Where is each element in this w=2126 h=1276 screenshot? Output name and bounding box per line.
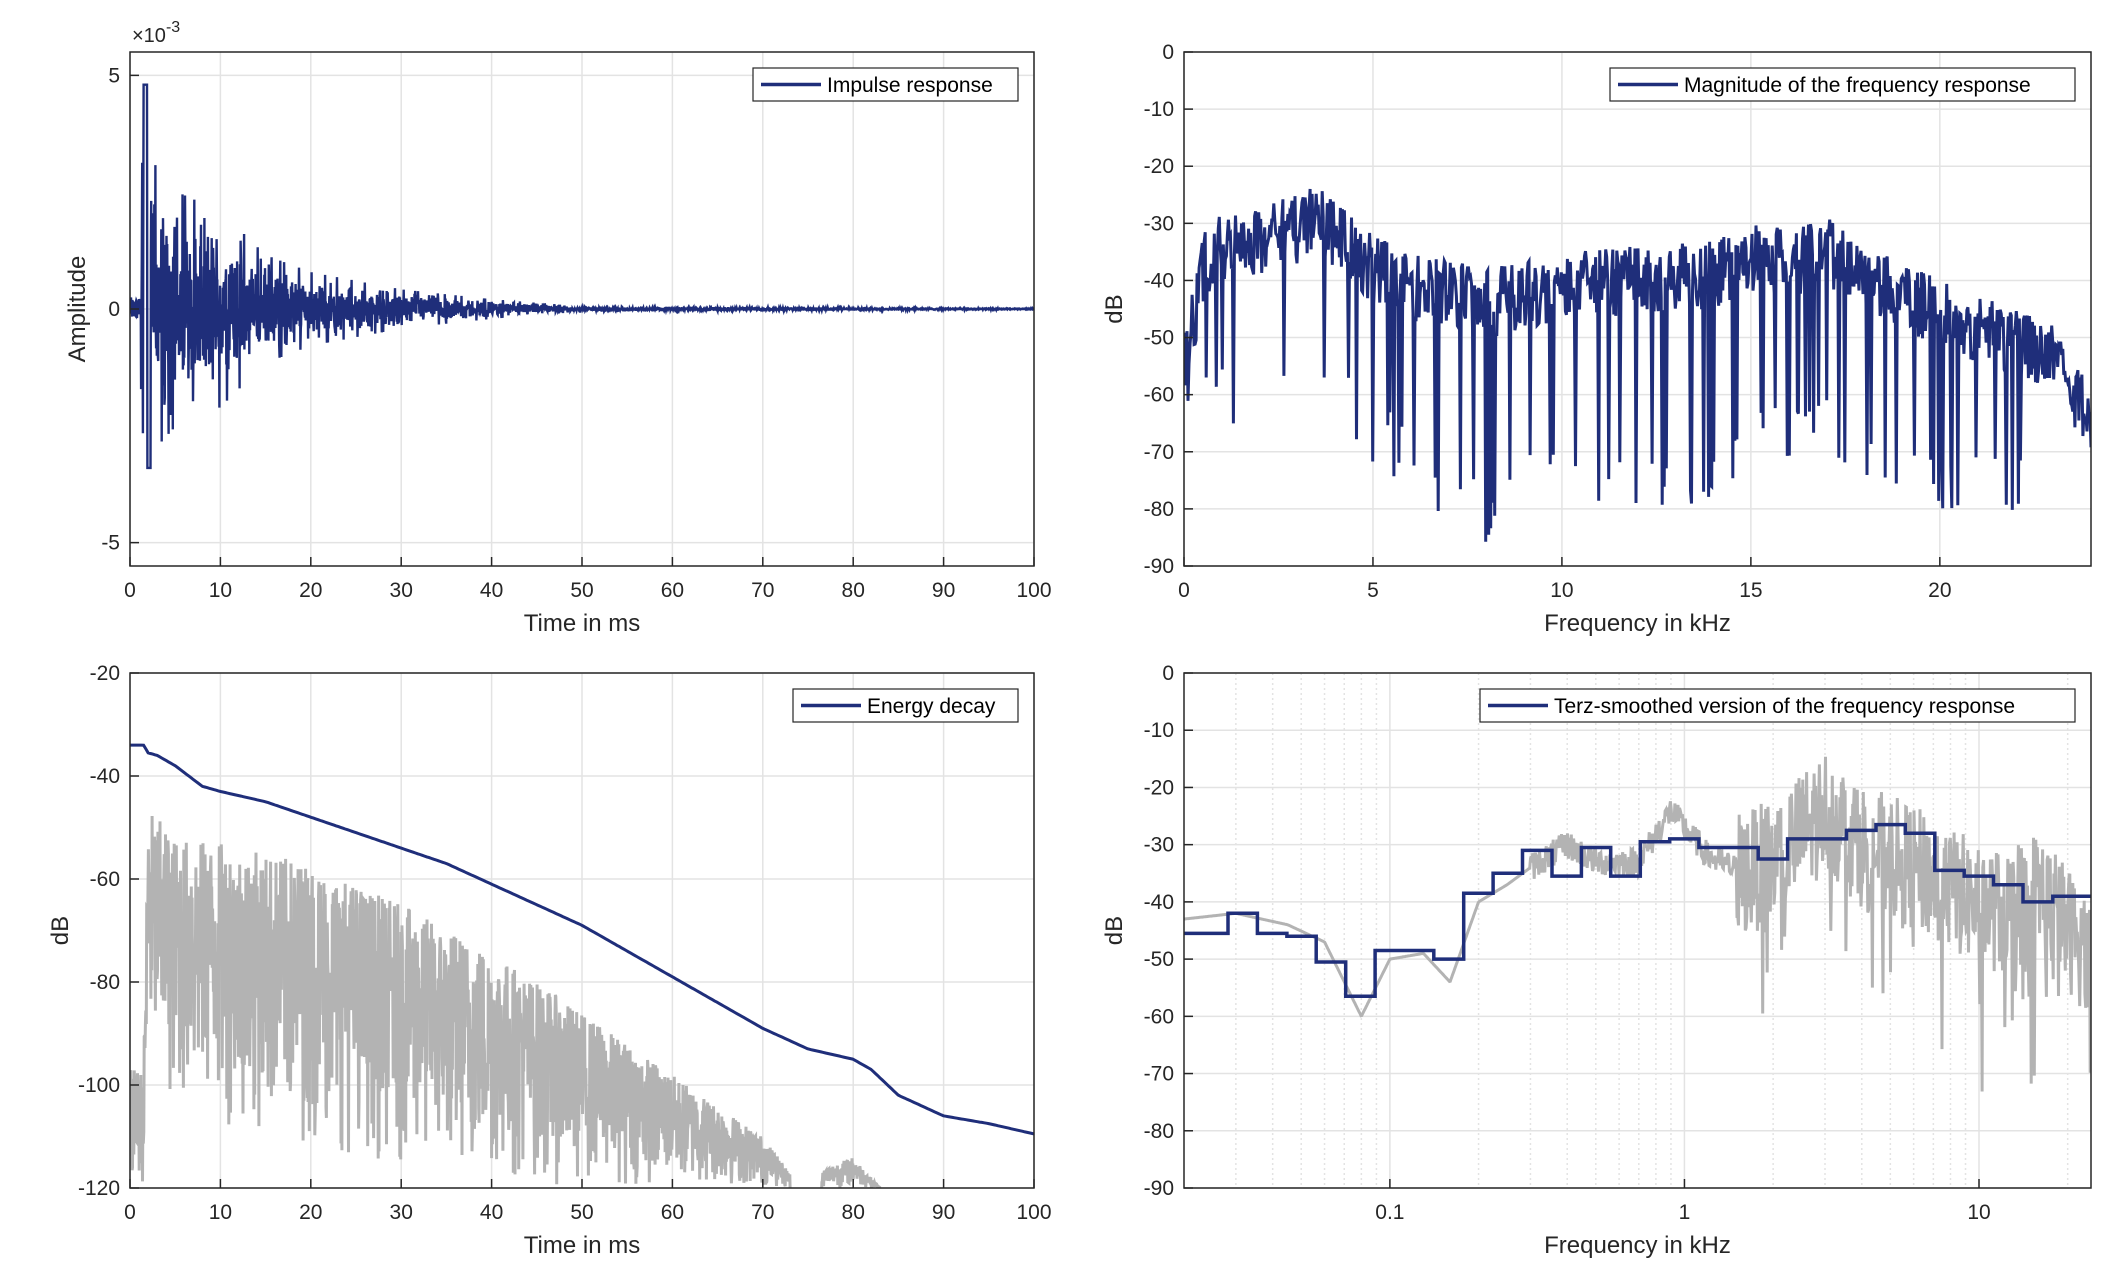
terz-smoothed-panel: 0.1 1 10 0 -10 -20 -30 -40 -50 -60 -70 -80 -90 Freque… xyxy=(1101,662,2092,1259)
x-tick-label: 10 xyxy=(209,1201,232,1224)
y-tick-label: 0 xyxy=(1162,41,1174,64)
axes-box xyxy=(1183,672,2092,1189)
energy-instantaneous-line xyxy=(130,815,882,1188)
x-tick-label: 80 xyxy=(842,579,865,602)
x-tick-label: 60 xyxy=(661,579,684,602)
legend-box xyxy=(1479,688,2076,723)
data-layer xyxy=(1184,188,2091,542)
y-axis-label: dB xyxy=(1101,294,1128,323)
legend-label: Energy decay xyxy=(867,695,996,718)
x-tick-label: 50 xyxy=(570,1201,593,1224)
x-tick-label: 40 xyxy=(480,1201,503,1224)
legend-box xyxy=(1609,67,2076,102)
x-tick-label: 20 xyxy=(299,579,322,602)
y-tick-label: -70 xyxy=(1144,1063,1174,1086)
data-layer xyxy=(1184,756,2091,1092)
x-tick-label: 90 xyxy=(932,1201,955,1224)
y-tick-label: -80 xyxy=(1144,498,1174,521)
x-tick-label: 10 xyxy=(1967,1201,1990,1224)
x-tick-label: 80 xyxy=(842,1201,865,1224)
legend: Impulse response xyxy=(752,67,1019,102)
y-tick-label: 0 xyxy=(1162,662,1174,685)
axes-box xyxy=(1183,51,2092,567)
x-tick-label: 70 xyxy=(751,579,774,602)
energy-decay-panel: 0 10 20 30 40 50 60 70 80 90 100 -20 -40 -60 -80 -100 -1… xyxy=(47,662,1052,1259)
x-tick-label: 5 xyxy=(1367,579,1379,602)
legend: Magnitude of the frequency response xyxy=(1609,67,2076,102)
magnitude-line xyxy=(1184,188,2091,542)
terz-smoothed-line xyxy=(1184,822,2091,999)
x-tick-label: 0.1 xyxy=(1375,1201,1404,1224)
y-tick-label: -20 xyxy=(1144,776,1174,799)
y-exponent-label: ×10-3 xyxy=(132,19,180,47)
y-axis-label: dB xyxy=(1101,916,1128,945)
exponent-base: ×10 xyxy=(132,25,166,47)
x-tick-label: 50 xyxy=(570,579,593,602)
data-layer xyxy=(130,83,1034,470)
legend-label: Impulse response xyxy=(827,74,993,97)
energy-decay-line xyxy=(130,743,1034,1136)
y-tick-label: -60 xyxy=(1144,384,1174,407)
y-tick-label: -90 xyxy=(1144,1177,1174,1200)
y-tick-label: -40 xyxy=(90,765,120,788)
impulse-response-line xyxy=(130,83,1034,470)
x-tick-label: 100 xyxy=(1016,579,1051,602)
y-tick-label: -120 xyxy=(78,1177,120,1200)
x-tick-label: 20 xyxy=(1928,579,1951,602)
x-tick-label: 0 xyxy=(124,1201,136,1224)
x-tick-label: 1 xyxy=(1679,1201,1691,1224)
y-tick-label: -80 xyxy=(1144,1120,1174,1143)
y-axis-label: dB xyxy=(47,916,74,945)
y-tick-label: -100 xyxy=(78,1074,120,1097)
y-tick-label: -30 xyxy=(1144,212,1174,235)
y-tick-label: -60 xyxy=(1144,1005,1174,1028)
x-tick-label: 10 xyxy=(1550,579,1573,602)
x-tick-label: 40 xyxy=(480,579,503,602)
y-tick-label: -5 xyxy=(101,532,120,555)
x-tick-label: 10 xyxy=(209,579,232,602)
x-tick-label: 0 xyxy=(1178,579,1190,602)
impulse-response-panel: 0 10 20 30 40 50 60 70 80 90 100 -5 0 5 Time in ms Ampl… xyxy=(64,19,1052,637)
frequency-response-panel: 0 5 10 15 20 0 -10 -20 -30 -40 -50 -60 -70 -80 -90 Freq… xyxy=(1101,41,2092,637)
x-tick-label: 20 xyxy=(299,1201,322,1224)
y-tick-label: -80 xyxy=(90,971,120,994)
x-axis-label: Frequency in kHz xyxy=(1544,610,1731,637)
x-tick-label: 15 xyxy=(1739,579,1762,602)
data-layer xyxy=(130,743,1034,1188)
y-tick-label: -50 xyxy=(1144,948,1174,971)
x-axis-label: Time in ms xyxy=(524,610,640,637)
exponent-power: -3 xyxy=(166,19,180,36)
y-tick-label: -50 xyxy=(1144,327,1174,350)
x-axis-label: Time in ms xyxy=(524,1232,640,1259)
y-tick-label: -20 xyxy=(90,662,120,685)
x-tick-label: 60 xyxy=(661,1201,684,1224)
y-tick-label: -40 xyxy=(1144,891,1174,914)
legend-label: Magnitude of the frequency response xyxy=(1684,74,2031,97)
y-tick-label: -90 xyxy=(1144,555,1174,578)
y-tick-label: -60 xyxy=(90,868,120,891)
x-tick-label: 90 xyxy=(932,579,955,602)
legend-label: Terz-smoothed version of the frequency r… xyxy=(1554,695,2015,718)
x-axis-label: Frequency in kHz xyxy=(1544,1232,1731,1259)
y-tick-label: -10 xyxy=(1144,719,1174,742)
legend: Terz-smoothed version of the frequency r… xyxy=(1479,688,2076,723)
y-axis-label: Amplitude xyxy=(64,256,91,363)
x-tick-label: 30 xyxy=(390,579,413,602)
x-tick-label: 100 xyxy=(1016,1201,1051,1224)
y-tick-label: -40 xyxy=(1144,269,1174,292)
x-tick-label: 30 xyxy=(390,1201,413,1224)
y-tick-label: -70 xyxy=(1144,441,1174,464)
legend: Energy decay xyxy=(792,688,1019,723)
y-tick-label: 5 xyxy=(108,64,120,87)
y-tick-label: 0 xyxy=(108,298,120,321)
y-tick-label: -30 xyxy=(1144,834,1174,857)
x-tick-label: 0 xyxy=(124,579,136,602)
y-tick-label: -20 xyxy=(1144,155,1174,178)
y-tick-label: -10 xyxy=(1144,98,1174,121)
x-tick-label: 70 xyxy=(751,1201,774,1224)
